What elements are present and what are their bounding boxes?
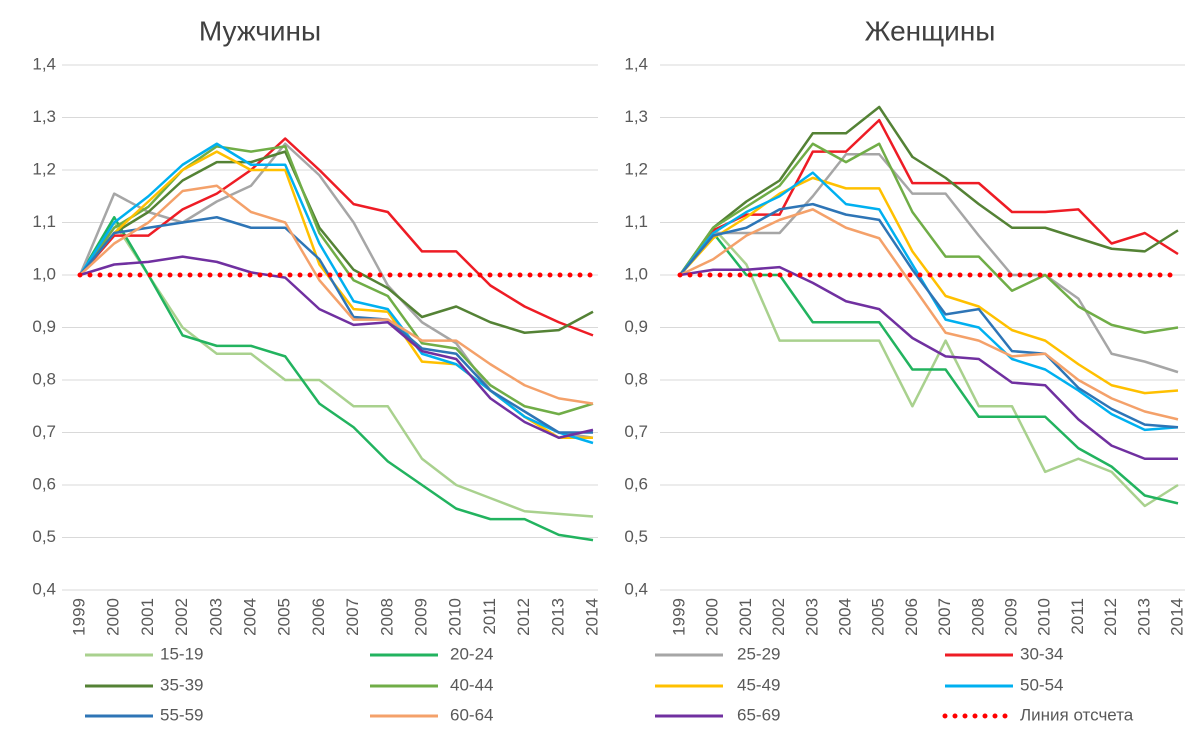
x-tick-label: 2012: [514, 598, 533, 636]
x-tick-label: 2014: [582, 598, 601, 636]
y-tick-label: 1,3: [32, 107, 56, 126]
series-line: 40-44: [78, 145, 594, 416]
y-tick-label: 1,1: [624, 212, 648, 231]
chart-title: Женщины: [865, 15, 996, 46]
series-line: 50-54: [78, 142, 594, 445]
x-tick-label: 2003: [802, 598, 821, 636]
legend-label: 35-39: [160, 675, 203, 694]
x-tick-label: 2004: [835, 598, 854, 636]
x-tick-label: 1999: [69, 598, 88, 636]
x-tick-label: 2002: [172, 598, 191, 636]
series-line: 25-29: [679, 153, 1179, 374]
y-tick-label: 0,5: [32, 527, 56, 546]
y-tick-label: 1,2: [32, 159, 56, 178]
x-tick-label: 2011: [480, 598, 499, 635]
x-tick-label: 2007: [935, 598, 954, 636]
legend-label: 15-19: [160, 644, 203, 663]
y-tick-label: 1,1: [32, 212, 56, 231]
legend-label: 55-59: [160, 705, 203, 724]
series-line: 55-59: [679, 202, 1179, 429]
y-tick-label: 0,8: [32, 369, 56, 388]
x-tick-label: 2014: [1167, 598, 1186, 636]
x-tick-label: 2005: [275, 598, 294, 636]
legend-label: 50-54: [1020, 675, 1063, 694]
x-tick-label: 2000: [703, 598, 722, 636]
series-line: 40-44: [678, 142, 1179, 334]
series-line: 60-64: [79, 184, 594, 405]
series-line: 65-69: [79, 255, 594, 439]
series-line: 55-59: [79, 216, 593, 434]
series-line: 15-19: [678, 226, 1179, 508]
x-tick-label: 2004: [240, 598, 259, 636]
series-line: 60-64: [679, 208, 1179, 421]
legend-label: 65-69: [737, 705, 780, 724]
y-tick-label: 0,6: [624, 474, 648, 493]
legend-label: 30-34: [1020, 644, 1063, 663]
x-tick-label: 2000: [104, 598, 123, 636]
y-tick-label: 1,4: [32, 54, 56, 73]
series-line: 35-39: [79, 150, 594, 334]
x-tick-label: 2007: [343, 598, 362, 636]
y-tick-label: 0,8: [624, 369, 648, 388]
x-tick-label: 2001: [138, 598, 157, 636]
x-tick-label: 2012: [1101, 598, 1120, 636]
x-tick-label: 2008: [377, 598, 396, 636]
series-line: 15-19: [78, 221, 594, 518]
legend-label: 60-64: [450, 705, 493, 724]
y-tick-label: 0,7: [624, 422, 648, 441]
series-line: 45-49: [79, 150, 593, 439]
y-tick-label: 0,5: [624, 527, 648, 546]
y-tick-label: 1,0: [624, 264, 648, 283]
series-line: 20-24: [679, 231, 1179, 505]
x-tick-label: 2010: [446, 598, 465, 636]
series-line: 35-39: [678, 105, 1179, 276]
x-tick-label: 2002: [769, 598, 788, 636]
legend-label: Линия отсчета: [1020, 705, 1134, 724]
y-tick-label: 1,2: [624, 159, 648, 178]
series-line: 20-24: [78, 216, 594, 542]
x-tick-label: 2003: [206, 598, 225, 636]
legend-label: 40-44: [450, 675, 493, 694]
x-tick-label: 2006: [309, 598, 328, 636]
chart-title: Мужчины: [199, 15, 321, 46]
y-tick-label: 1,0: [32, 264, 56, 283]
x-tick-label: 2011: [1068, 598, 1087, 635]
series-line: 65-69: [679, 265, 1178, 460]
series-line: 30-34: [79, 137, 594, 337]
x-tick-label: 2001: [736, 598, 755, 636]
y-tick-label: 1,3: [624, 107, 648, 126]
legend-label: 45-49: [737, 675, 780, 694]
legend-label: 20-24: [450, 644, 493, 663]
x-tick-label: 2005: [869, 598, 888, 636]
x-tick-label: 2006: [902, 598, 921, 636]
legend-label: 25-29: [737, 644, 780, 663]
x-tick-label: 2008: [968, 598, 987, 636]
x-tick-label: 2009: [1001, 598, 1020, 636]
x-tick-label: 2009: [411, 598, 430, 636]
y-tick-label: 0,9: [624, 317, 648, 336]
x-tick-label: 1999: [669, 598, 688, 636]
y-tick-label: 1,4: [624, 54, 648, 73]
y-tick-label: 0,4: [32, 579, 56, 598]
y-tick-label: 0,9: [32, 317, 56, 336]
series-line: 30-34: [678, 118, 1179, 276]
y-tick-label: 0,7: [32, 422, 56, 441]
x-tick-label: 2010: [1035, 598, 1054, 636]
x-tick-label: 2013: [1134, 598, 1153, 636]
y-tick-label: 0,6: [32, 474, 56, 493]
y-tick-label: 0,4: [624, 579, 648, 598]
x-tick-label: 2013: [548, 598, 567, 636]
